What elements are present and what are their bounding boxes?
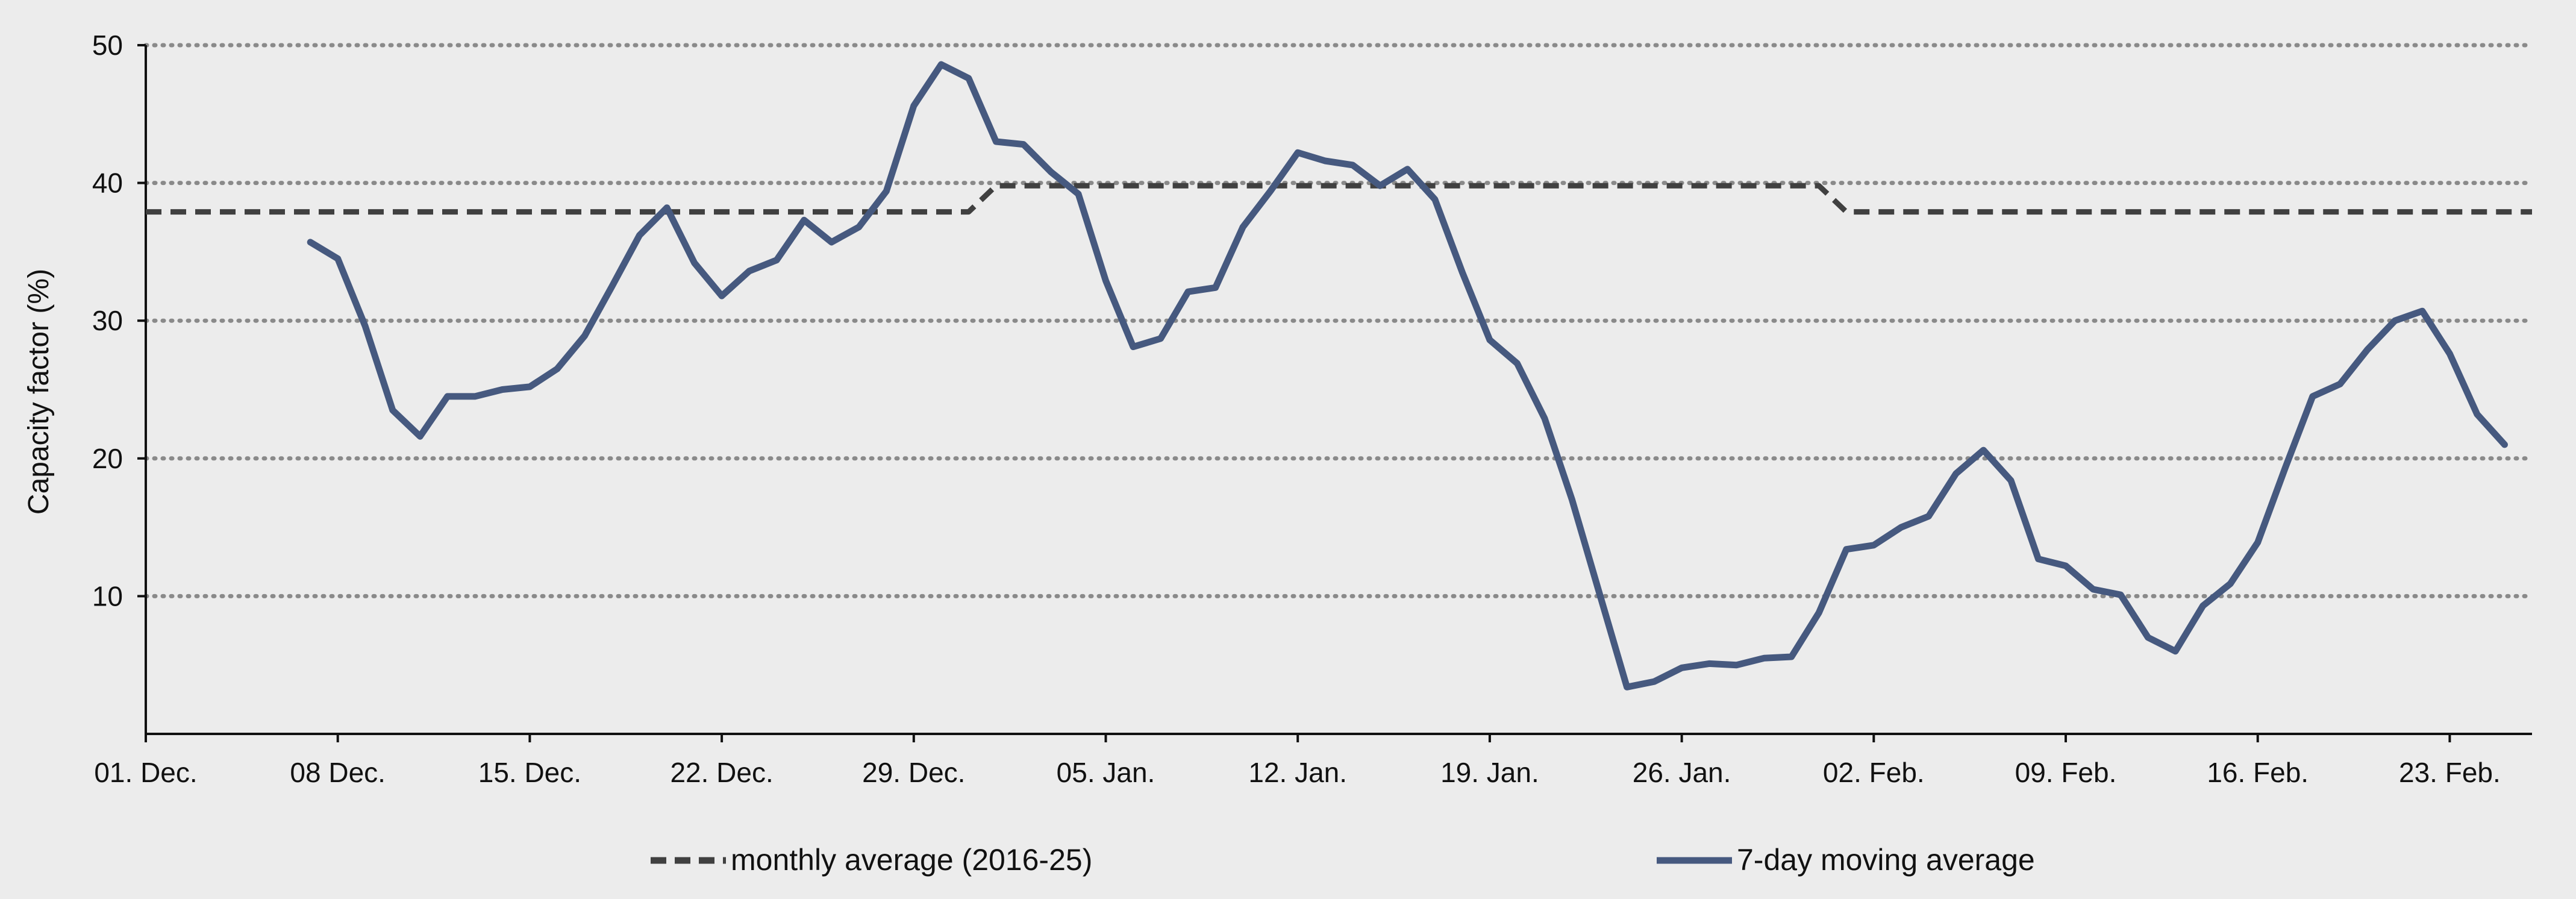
x-tick-label: 26. Jan. bbox=[1633, 757, 1731, 788]
axes bbox=[145, 45, 2532, 735]
x-tick-label: 23. Feb. bbox=[2399, 757, 2501, 788]
y-tick-label: 50 bbox=[92, 30, 123, 61]
series-line-monthly-average bbox=[146, 183, 2532, 215]
x-tick-label: 02. Feb. bbox=[1823, 757, 1925, 788]
series-group bbox=[146, 61, 2532, 691]
x-tick-label: 12. Jan. bbox=[1248, 757, 1347, 788]
y-tick-label: 10 bbox=[92, 580, 123, 612]
series-line-7-day-moving-average bbox=[307, 61, 2508, 691]
y-axis-title: Capacity factor (%) bbox=[23, 269, 55, 515]
legend-label-7-day-moving-average: 7-day moving average bbox=[1737, 843, 2035, 877]
legend: monthly average (2016-25) 7-day moving a… bbox=[651, 843, 2035, 877]
x-tick-label: 01. Dec. bbox=[94, 757, 197, 788]
x-tick-label: 19. Jan. bbox=[1440, 757, 1539, 788]
y-tick-label: 20 bbox=[92, 443, 123, 474]
y-ticks: 10 20 30 40 50 bbox=[92, 30, 146, 612]
x-tick-label: 15. Dec. bbox=[478, 757, 581, 788]
x-tick-label: 09. Feb. bbox=[2015, 757, 2117, 788]
legend-label-monthly-average: monthly average (2016-25) bbox=[731, 843, 1092, 877]
y-tick-label: 30 bbox=[92, 305, 123, 336]
x-ticks: 01. Dec. 08 Dec. 15. Dec. 22. Dec. 29. Dec. 0… bbox=[94, 734, 2501, 788]
x-tick-label: 29. Dec. bbox=[862, 757, 965, 788]
x-tick-label: 05. Jan. bbox=[1057, 757, 1155, 788]
y-tick-label: 40 bbox=[92, 168, 123, 199]
x-tick-label: 22. Dec. bbox=[670, 757, 773, 788]
x-tick-label: 08 Dec. bbox=[290, 757, 386, 788]
gridlines bbox=[143, 43, 2534, 598]
x-tick-label: 16. Feb. bbox=[2207, 757, 2309, 788]
